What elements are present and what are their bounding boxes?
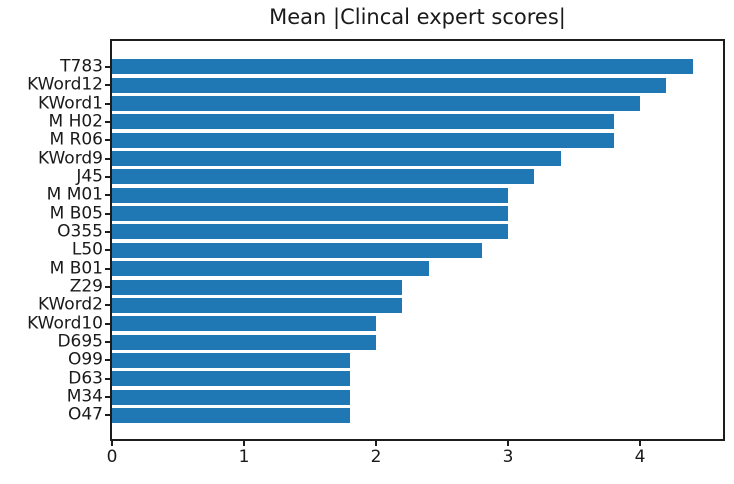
x-tick-mark [111,441,113,446]
y-tick-mark [105,322,111,325]
plot-area [110,39,725,441]
x-tick-label: 0 [106,447,118,467]
y-tick-mark [105,249,111,252]
x-tick-label: 4 [634,447,646,467]
bar-kword10 [112,316,376,332]
bar-m-b01 [112,261,429,277]
y-tick-mark [105,175,111,178]
y-tick-label: M R06 [49,129,103,150]
y-tick-label: J45 [76,166,103,187]
y-tick-label: KWord10 [27,313,103,334]
bar-l50 [112,242,482,258]
y-tick-mark [105,230,111,233]
y-tick-mark [105,212,111,215]
y-tick-mark [105,120,111,123]
bar-m34 [112,389,350,405]
y-tick-mark [105,84,111,87]
y-tick-mark [105,139,111,142]
y-tick-label: KWord12 [27,74,103,95]
y-tick-mark [105,359,111,362]
bar-kword12 [112,77,667,93]
x-tick-mark [243,441,245,446]
bar-kword9 [112,151,561,167]
y-tick-mark [105,341,111,344]
y-tick-label: T783 [60,56,103,77]
bar-m-r06 [112,132,614,148]
y-tick-label: D695 [57,331,103,352]
y-tick-label: L50 [71,239,103,260]
y-tick-mark [105,157,111,160]
y-tick-label: Z29 [69,276,103,297]
bar-d63 [112,371,350,387]
y-tick-label: D63 [68,368,103,389]
x-tick-mark [639,441,641,446]
y-tick-label: M H02 [48,111,104,132]
y-tick-mark [105,396,111,399]
bar-m-h02 [112,114,614,130]
bar-t783 [112,59,693,75]
y-tick-mark [105,377,111,380]
x-tick-mark [507,441,509,446]
bar-o355 [112,224,508,240]
y-tick-mark [105,65,111,68]
y-tick-mark [105,304,111,307]
y-tick-label: M B01 [49,258,103,279]
y-tick-label: M34 [66,386,103,407]
bar-o99 [112,352,350,368]
y-tick-mark [105,194,111,197]
chart-title: Mean |Clincal expert scores| [269,5,566,29]
y-tick-mark [105,286,111,288]
y-tick-label: M M01 [46,184,103,205]
bar-kword2 [112,297,403,313]
y-tick-label: M B05 [49,203,103,224]
bar-kword1 [112,96,640,111]
bar-z29 [112,279,403,295]
y-tick-label: KWord1 [37,93,103,113]
y-tick-label: O47 [67,404,103,425]
y-tick-mark [105,102,111,105]
x-tick-label: 2 [370,447,382,467]
bar-m-m01 [112,187,508,203]
y-tick-label: KWord2 [37,294,103,315]
x-tick-label: 3 [502,447,514,467]
x-tick-label: 1 [238,447,250,467]
bar-d695 [112,334,376,350]
y-tick-label: O355 [57,221,103,242]
bar-o47 [112,407,350,423]
bar-m-b05 [112,206,508,222]
x-tick-mark [375,441,377,446]
y-tick-mark [105,267,111,270]
bar-j45 [112,169,535,185]
y-tick-label: KWord9 [37,148,103,169]
y-tick-mark [105,414,111,417]
y-tick-label: O99 [67,349,103,370]
